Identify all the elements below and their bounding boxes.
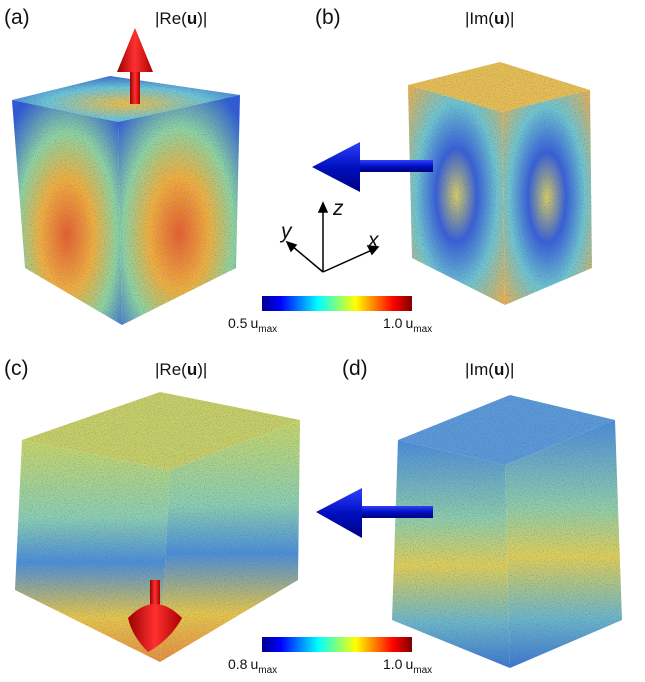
cube-b (408, 62, 592, 305)
arrow-up-red (117, 28, 153, 104)
cube-face (505, 420, 622, 668)
cube-a (12, 76, 240, 325)
colorbar-label: 1.0 umax (383, 315, 432, 335)
title-part: |Re( (155, 9, 187, 28)
title-part: |Im( (465, 360, 494, 379)
label-part: u (250, 656, 258, 672)
arrow-head (316, 488, 362, 538)
axis-arrowhead (285, 240, 298, 253)
title-part: )| (504, 9, 514, 28)
cube-face (12, 76, 240, 122)
label-part: 1.0 (383, 656, 403, 672)
axis-label: x (367, 229, 380, 252)
arrow-shaft (150, 580, 160, 620)
arrow-shaft (355, 160, 433, 172)
colorbar (262, 296, 412, 311)
label-part: max (258, 324, 277, 335)
panel-label: (c) (4, 357, 29, 380)
arrow-shaft (130, 66, 140, 104)
colorbar (262, 637, 412, 652)
title-part: )| (197, 360, 207, 379)
title-part: |Im( (465, 9, 494, 28)
title-part: )| (504, 360, 514, 379)
arrow-head (312, 142, 360, 192)
label-part: 1.0 (383, 315, 403, 331)
panel-title: |Re(u)| (155, 9, 207, 28)
cube-face (22, 392, 300, 470)
arrow-head (117, 28, 153, 72)
axis-label: z (332, 197, 344, 220)
panel-label: (d) (342, 357, 368, 380)
colorbar-label: 0.8 umax (228, 656, 277, 676)
label-part: u (250, 315, 258, 331)
label-part: u (405, 315, 413, 331)
title-part: u (494, 9, 504, 28)
cube-face (12, 100, 122, 325)
axis-arrowhead (317, 201, 329, 213)
cube-face (160, 420, 300, 662)
axis-label: y (279, 220, 293, 243)
label-part: max (413, 324, 432, 335)
cube-d (392, 395, 622, 668)
cube-face (15, 440, 170, 662)
colorbar-label: 1.0 umax (383, 656, 432, 676)
cube-face (118, 95, 240, 325)
title-part: u (187, 360, 197, 379)
panel-title: |Re(u)| (155, 360, 207, 379)
label-part: u (405, 656, 413, 672)
arrow-down-red (128, 580, 182, 652)
panel-title: |Im(u)| (465, 9, 514, 28)
cube-face (502, 90, 592, 305)
axis-arrowhead (366, 245, 380, 256)
title-part: u (187, 9, 197, 28)
axis-line (322, 249, 373, 273)
label-part: max (413, 665, 432, 676)
cube-face (392, 440, 510, 668)
panel-label: (b) (315, 6, 341, 29)
title-part: |Re( (155, 360, 187, 379)
panel-title: |Im(u)| (465, 360, 514, 379)
arrow-left-blue (312, 142, 433, 192)
arrow-left-blue (316, 488, 433, 538)
panel-label: (a) (4, 6, 30, 29)
arrow-shaft (355, 506, 433, 518)
label-part: 0.8 (228, 656, 248, 672)
cube-face (408, 62, 590, 112)
axis-line (291, 245, 324, 273)
title-part: u (494, 360, 504, 379)
colorbar-label: 0.5 umax (228, 315, 277, 335)
label-part: max (258, 665, 277, 676)
title-part: )| (197, 9, 207, 28)
coordinate-axes (285, 201, 380, 273)
cube-c (15, 392, 300, 662)
cube-face (398, 395, 615, 465)
arrow-head (128, 604, 182, 652)
label-part: 0.5 (228, 315, 248, 331)
cube-face (408, 85, 505, 305)
